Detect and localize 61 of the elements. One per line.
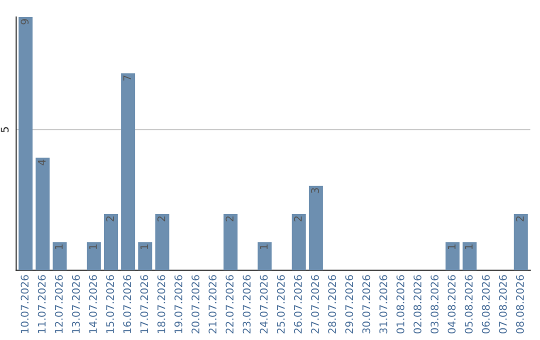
x-tick-label: 20.07.2026 xyxy=(192,275,200,334)
data-label: 9 xyxy=(20,19,29,24)
data-label: 1 xyxy=(140,244,148,250)
x-tick-label: 17.07.2026 xyxy=(140,275,148,333)
x-tick-label: 29.07.2026 xyxy=(345,275,354,334)
x-tick-label: 24.07.2026 xyxy=(260,275,268,334)
x-tick-label: 13.07.2026 xyxy=(72,275,80,333)
data-label: 2 xyxy=(157,216,166,222)
x-tick-label: 04.08.2026 xyxy=(448,275,456,334)
data-label: 4 xyxy=(38,160,46,166)
data-label: 1 xyxy=(448,244,456,250)
bar xyxy=(138,242,152,270)
x-tick-label: 11.07.2026 xyxy=(38,275,46,333)
x-tick-label: 18.07.2026 xyxy=(157,275,166,333)
x-tick-label: 31.07.2026 xyxy=(379,275,388,334)
x-tick-label: 06.08.2026 xyxy=(482,275,490,334)
data-label: 7 xyxy=(123,76,131,80)
x-tick-label: 27.07.2026 xyxy=(311,275,319,334)
data-label: 1 xyxy=(55,244,63,250)
x-tick-label: 01.08.2026 xyxy=(396,275,404,334)
x-tick-label: 07.08.2026 xyxy=(498,275,507,334)
bar xyxy=(155,214,170,270)
bar xyxy=(36,158,50,270)
x-tick-label: 14.07.2026 xyxy=(89,275,97,333)
x-tick-label: 15.07.2026 xyxy=(106,275,114,333)
data-label: 1 xyxy=(260,244,268,250)
bar xyxy=(121,73,136,270)
x-tick-label: 02.08.2026 xyxy=(414,275,422,334)
x-tick-label: 05.08.2026 xyxy=(464,275,473,334)
bar xyxy=(224,214,238,270)
bar xyxy=(308,186,323,270)
x-tick-label: 08.08.2026 xyxy=(516,275,524,334)
bar xyxy=(18,17,33,270)
x-tick-label: 30.07.2026 xyxy=(362,275,370,334)
x-tick-label: 28.07.2026 xyxy=(328,275,336,334)
x-tick-label: 03.08.2026 xyxy=(430,275,439,334)
y-tick-label: 5 xyxy=(0,127,9,132)
data-label: 1 xyxy=(89,244,97,250)
bar xyxy=(86,242,101,270)
bar xyxy=(446,242,460,270)
x-tick-label: 26.07.2026 xyxy=(294,275,302,334)
x-tick-label: 22.07.2026 xyxy=(226,275,234,334)
x-tick-label: 10.07.2026 xyxy=(20,275,29,333)
data-label: 3 xyxy=(311,188,319,194)
bar xyxy=(52,242,67,270)
data-label: 2 xyxy=(106,216,114,222)
x-tick-label: 25.07.2026 xyxy=(276,275,285,334)
bar xyxy=(462,242,477,270)
data-label: 1 xyxy=(464,244,473,250)
x-tick-label: 12.07.2026 xyxy=(54,275,63,333)
bar xyxy=(292,214,306,270)
bar xyxy=(514,214,528,270)
bar xyxy=(258,242,272,270)
x-tick-label: 19.07.2026 xyxy=(174,275,182,333)
x-tick-label: 21.07.2026 xyxy=(208,275,216,334)
x-tick-label: 23.07.2026 xyxy=(242,275,251,334)
x-tick-label: 16.07.2026 xyxy=(123,275,132,333)
bar xyxy=(104,214,118,270)
data-label: 2 xyxy=(294,216,302,222)
data-label: 2 xyxy=(516,216,524,222)
data-label: 2 xyxy=(226,216,234,222)
